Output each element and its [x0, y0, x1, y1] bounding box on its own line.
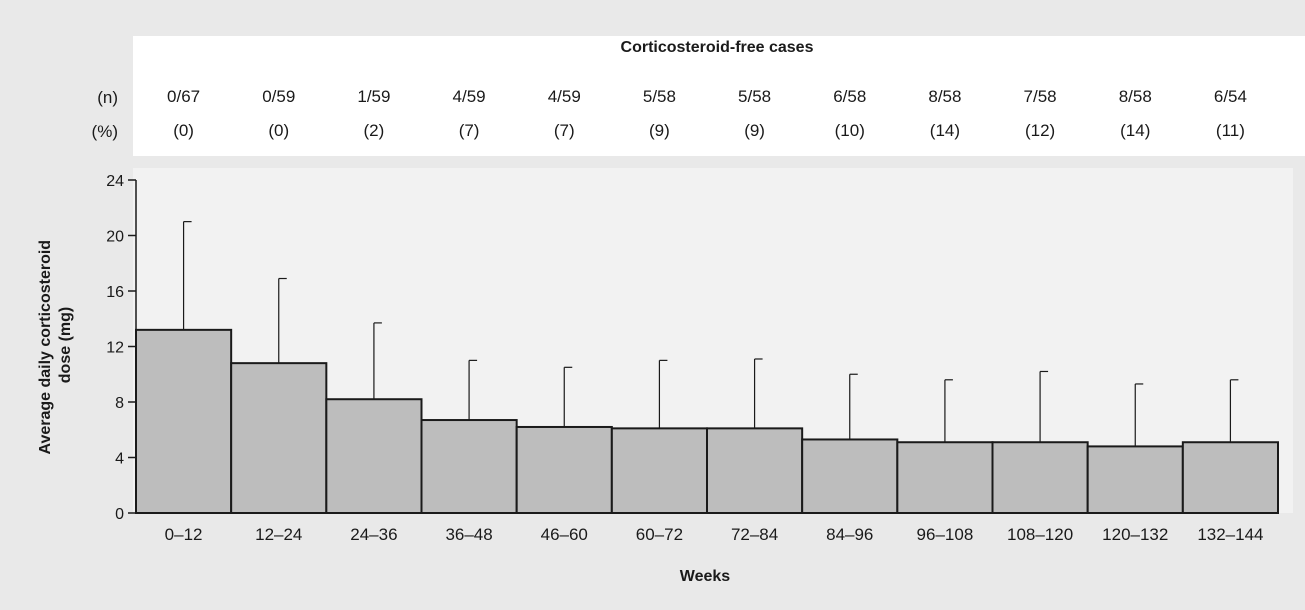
- y-axis-title: Average daily corticosteroid dose (mg): [37, 235, 74, 454]
- free-count-10: 8/58: [1119, 87, 1152, 106]
- x-tick-label-4: 46–60: [541, 525, 588, 544]
- y-tick-label-6: 24: [106, 173, 124, 190]
- free-percent-8: (14): [930, 121, 960, 140]
- free-percent-3: (7): [459, 121, 480, 140]
- x-tick-label-2: 24–36: [350, 525, 397, 544]
- bar-11: [1181, 441, 1280, 514]
- bar-10: [1086, 445, 1184, 514]
- free-percent-7: (10): [835, 121, 865, 140]
- bar-3: [420, 419, 518, 515]
- free-percent-4: (7): [554, 121, 575, 140]
- free-count-7: 6/58: [833, 87, 866, 106]
- bar-0: [135, 328, 233, 514]
- x-tick-label-0: 0–12: [165, 525, 203, 544]
- free-case-counts: 0/67 (0) 0/59 (0) 1/59 (2) 4/59 (7) 4/59 (7) 5/58 (…: [167, 87, 1247, 140]
- bar-6: [706, 427, 804, 514]
- error-bars: [182, 221, 1239, 447]
- free-count-2: 1/59: [357, 87, 390, 106]
- row-label-pct: (%): [92, 122, 118, 141]
- y-tick-label-3: 12: [106, 340, 124, 357]
- x-tick-label-7: 84–96: [826, 525, 873, 544]
- free-percent-11: (11): [1216, 121, 1245, 140]
- y-axis: 0 4 8 12 16 20 24: [106, 173, 1278, 523]
- x-tick-label-10: 120–132: [1102, 525, 1168, 544]
- x-tick-label-11: 132–144: [1197, 525, 1263, 544]
- x-tick-label-3: 36–48: [445, 525, 492, 544]
- bar-8: [896, 441, 994, 514]
- free-percent-5: (9): [649, 121, 670, 140]
- y-tick-label-0: 0: [115, 506, 124, 523]
- y-tick-label-5: 20: [106, 229, 124, 246]
- x-tick-label-9: 108–120: [1007, 525, 1073, 544]
- bars: [135, 328, 1280, 515]
- free-count-8: 8/58: [928, 87, 961, 106]
- header-panel: [133, 36, 1305, 156]
- free-count-3: 4/59: [453, 87, 486, 106]
- x-axis-title: Weeks: [680, 568, 731, 585]
- free-percent-9: (12): [1025, 121, 1055, 140]
- y-axis-title-line1: Average daily corticosteroid: [37, 240, 54, 455]
- x-tick-label-5: 60–72: [636, 525, 683, 544]
- bar-2: [325, 398, 423, 515]
- y-tick-label-1: 4: [115, 451, 124, 468]
- free-percent-0: (0): [173, 121, 194, 140]
- bar-9: [991, 441, 1089, 514]
- free-count-4: 4/59: [548, 87, 581, 106]
- free-count-11: 6/54: [1214, 87, 1247, 106]
- free-count-6: 5/58: [738, 87, 771, 106]
- bar-4: [515, 425, 613, 515]
- free-percent-6: (9): [744, 121, 765, 140]
- free-count-1: 0/59: [262, 87, 295, 106]
- row-label-n: (n): [97, 88, 118, 107]
- bar-7: [801, 438, 899, 514]
- y-tick-label-4: 16: [106, 284, 124, 301]
- free-count-5: 5/58: [643, 87, 676, 106]
- y-tick-label-2: 8: [115, 395, 124, 412]
- free-count-0: 0/67: [167, 87, 200, 106]
- x-tick-label-1: 12–24: [255, 525, 302, 544]
- free-percent-2: (2): [364, 121, 385, 140]
- free-percent-1: (0): [268, 121, 289, 140]
- x-tick-label-8: 96–108: [917, 525, 974, 544]
- header-title: Corticosteroid-free cases: [621, 39, 814, 56]
- bar-5: [610, 427, 708, 514]
- free-count-9: 7/58: [1024, 87, 1057, 106]
- y-axis-title-line2: dose (mg): [57, 307, 74, 383]
- bar-1: [230, 362, 328, 514]
- x-tick-label-6: 72–84: [731, 525, 778, 544]
- free-percent-10: (14): [1120, 121, 1150, 140]
- x-tick-labels: 0–12 12–24 24–36 36–48 46–60 60–72 72–84 84–96 9…: [165, 525, 1264, 544]
